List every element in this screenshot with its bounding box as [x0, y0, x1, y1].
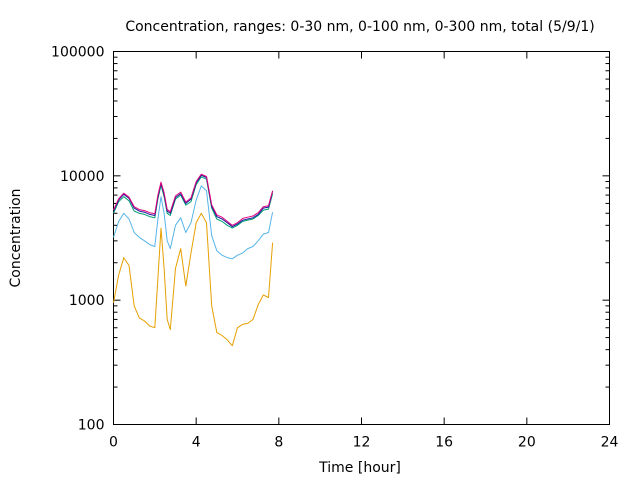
plot-frame [113, 51, 610, 425]
series-group [113, 173, 274, 347]
x-tick-label: 8 [274, 435, 283, 451]
x-tick-label: 20 [518, 435, 536, 451]
x-tick-label: 12 [353, 435, 371, 451]
y-tick-label: 100 [78, 418, 105, 434]
x-axis-label: Time [hour] [318, 460, 401, 476]
series-line-0-100-nm [113, 185, 274, 260]
x-tick-label: 24 [601, 435, 619, 451]
y-axis-label: Concentration [8, 188, 24, 287]
x-tick-label: 0 [109, 435, 118, 451]
series-line-0-300-nm [113, 176, 274, 229]
y-tick-label: 1000 [69, 293, 105, 309]
series-line-total-alt [113, 173, 274, 226]
x-tick-label: 4 [192, 435, 201, 451]
x-tick-label: 16 [435, 435, 453, 451]
series-line-total [113, 174, 274, 228]
y-tick-label: 100000 [51, 45, 104, 61]
series-line-0-30-nm [113, 212, 274, 347]
axis-ticks: 0 4 8 12 16 20 24 100 1000 10000 100000 [51, 45, 618, 451]
y-tick-label: 10000 [60, 169, 105, 185]
chart-title: Concentration, ranges: 0-30 nm, 0-100 nm… [125, 19, 594, 35]
